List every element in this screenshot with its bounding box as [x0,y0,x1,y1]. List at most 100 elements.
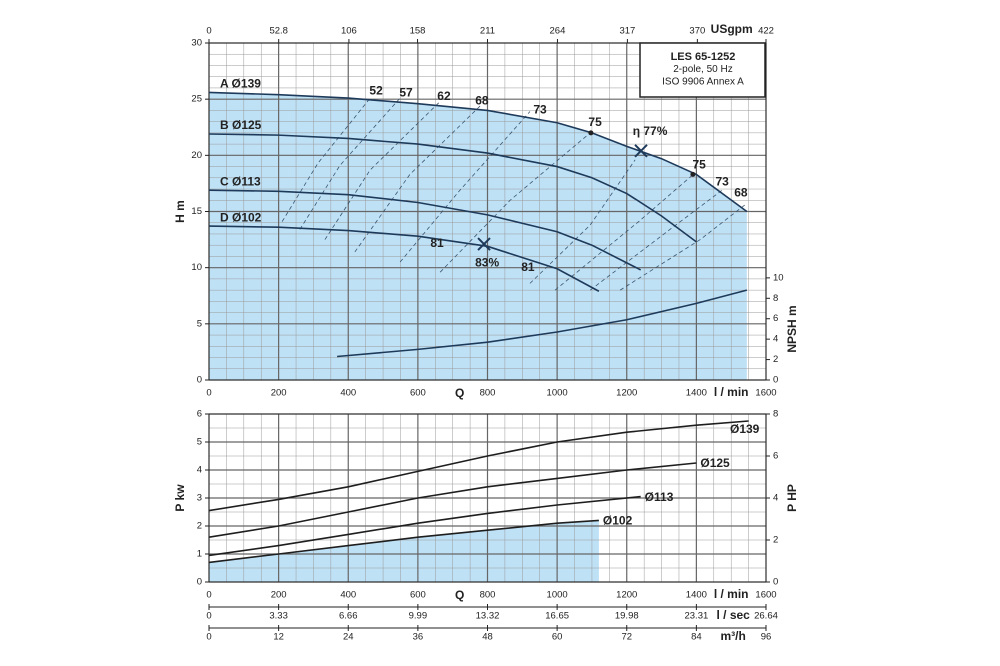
extra-axis-tick-label: 23.31 [684,611,708,622]
extra-axis-tick-label: 6.66 [339,611,358,622]
y-tick-label: 10 [191,262,202,273]
annotation: η 77% [633,124,668,138]
efficiency-line [299,97,401,230]
extra-axis-tick-label: 9.99 [409,611,428,622]
curve [208,133,697,243]
efficiency-line [324,101,441,240]
extra-axis-label: l / sec [717,608,751,622]
y-axis-label: P kw [173,484,187,512]
annotation: 81 [521,260,535,274]
curve-label: Ø139 [730,422,760,436]
area-fill [209,92,747,380]
x-unit-label: l / min [714,587,749,601]
x-tick-label: 800 [480,388,496,399]
curve [337,289,748,358]
y-tick-label: 1 [197,549,202,560]
x2-tick-label: 52.8 [269,26,288,37]
extra-axis-tick-label: 19.98 [615,611,639,622]
y2-tick-label: 0 [773,577,778,588]
x-tick-label: 1600 [755,388,776,399]
curve-label: D Ø102 [220,210,262,224]
x-tick-label: 1000 [547,388,568,399]
efficiency-line [529,159,636,284]
y2-tick-label: 4 [773,493,778,504]
x-axis-label: Q [455,588,464,602]
y2-tick-label: 8 [773,293,778,304]
curve [208,495,641,557]
y-tick-label: 0 [197,577,202,588]
y-tick-label: 3 [197,493,202,504]
extra-axis-tick-label: 12 [273,632,284,643]
y-tick-label: 4 [197,465,202,476]
extra-axis-tick-label: 24 [343,632,354,643]
annotation: 73 [715,174,729,188]
y-tick-label: 2 [197,521,202,532]
extra-axis-tick-label: 26.64 [754,611,778,622]
bep-cross [477,237,491,251]
dot [588,130,594,136]
annotation: 73 [533,103,547,117]
annotation: 62 [437,89,451,103]
x2-tick-label: 106 [341,26,357,37]
x2-tick-label: 370 [689,26,705,37]
bep-cross [634,144,648,158]
y-tick-label: 0 [197,375,202,386]
x-tick-label: 1000 [547,590,568,601]
x-tick-label: 1200 [616,590,637,601]
x2-axis-label: USgpm [711,22,753,36]
info-text: ISO 9906 Annex A [662,77,744,88]
x-tick-label: 1400 [686,388,707,399]
extra-axis-tick-label: 0 [206,632,211,643]
y-tick-label: 5 [197,437,202,448]
annotation: 81 [430,236,444,250]
curve-label: Ø113 [645,490,674,504]
efficiency-line [399,111,531,263]
info-text: 2-pole, 50 Hz [673,64,732,75]
curve-label: B Ø125 [220,118,262,132]
efficiency-line [354,105,481,253]
y2-tick-label: 6 [773,313,778,324]
efficiency-line [554,174,694,291]
x-unit-label: l / min [714,385,749,399]
curve-label: Ø125 [700,456,730,470]
y2-tick-label: 0 [773,375,778,386]
curve [208,189,642,271]
annotation: 57 [399,86,413,100]
x-tick-label: 0 [206,590,211,601]
extra-axis-tick-label: 48 [482,632,493,643]
x-axis-label: Q [455,386,464,400]
efficiency-line [439,132,591,273]
x-tick-label: 1200 [616,388,637,399]
y2-tick-label: 4 [773,334,778,345]
extra-axis-label: m³/h [721,629,746,643]
y-tick-label: 20 [191,150,202,161]
extra-axis-tick-label: 84 [691,632,702,643]
x-tick-label: 200 [271,388,287,399]
y2-tick-label: 2 [773,354,778,365]
curve [208,91,748,213]
y2-tick-label: 6 [773,451,778,462]
x-tick-label: 600 [410,590,426,601]
curve-label: A Ø139 [220,77,261,91]
y2-tick-label: 10 [773,272,784,283]
x2-tick-label: 422 [758,26,774,37]
y-tick-label: 30 [191,38,202,49]
extra-axis-tick-label: 72 [621,632,632,643]
y-tick-label: 25 [191,94,202,105]
extra-axis-tick-label: 13.32 [476,611,500,622]
extra-axis-tick-label: 36 [413,632,424,643]
efficiency-line [281,97,371,222]
x-tick-label: 400 [340,590,356,601]
extra-axis-tick-label: 60 [552,632,563,643]
y2-tick-label: 2 [773,535,778,546]
curve [208,519,599,564]
extra-axis-tick-label: 0 [206,611,211,622]
curve [208,420,749,512]
y-tick-label: 15 [191,206,202,217]
curve [208,462,697,538]
annotation: 75 [588,115,602,129]
x-tick-label: 800 [480,590,496,601]
annotation: 68 [475,94,489,108]
y2-tick-label: 8 [773,409,778,420]
y2-axis-label: NPSH m [785,305,799,352]
